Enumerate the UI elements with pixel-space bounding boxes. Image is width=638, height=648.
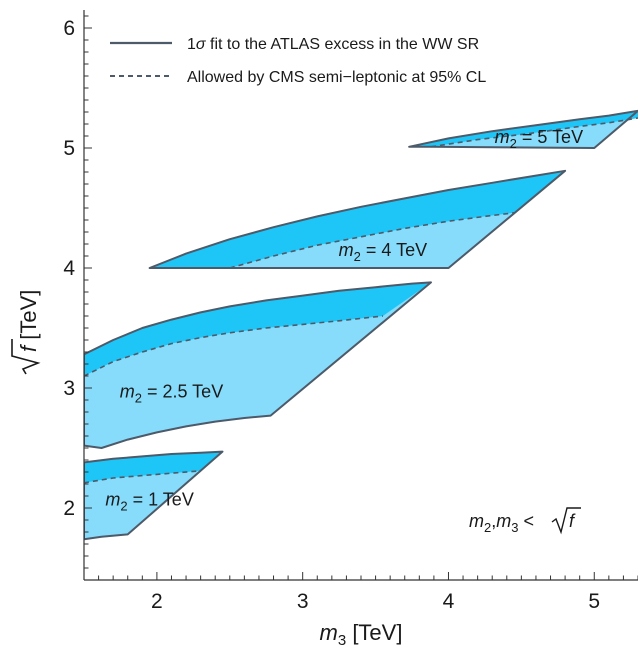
constraint-label-text: m2,m3 < (469, 511, 534, 535)
cms-dashed-boundary-m2-5 (430, 117, 638, 148)
x-axis-title: m3 [TeV] (320, 620, 403, 648)
labels-layer: m3 [TeV] f [TeV] 1σ fit to the ATLAS exces… (11, 36, 583, 648)
region-outline-m2-4 (148, 169, 567, 269)
legend-entry-dashed: Allowed by CMS semi−leptonic at 95% CL (187, 69, 486, 86)
y-axis-title-text: f [TeV] (16, 290, 41, 352)
x-tick-label: 3 (297, 590, 309, 613)
region-label-m2-1: m2 = 1 TeV (105, 490, 193, 514)
region-band-m2-2-5 (84, 282, 431, 376)
region-outline-m2-1 (84, 450, 224, 541)
region-band-m2-1 (84, 451, 223, 483)
x-tick-label: 5 (588, 590, 600, 613)
y-tick-label: 4 (63, 257, 75, 280)
constraint-label: m2,m3 < f (469, 507, 581, 535)
region-outline-m2-5 (408, 109, 638, 149)
region-outline-m2-2-5 (84, 281, 432, 449)
region-label-m2-5: m2 = 5 TeV (495, 127, 583, 151)
region-label-m2-4: m2 = 4 TeV (339, 240, 427, 264)
cms-dashed-boundary-m2-2-5 (84, 315, 383, 377)
x-tick-label: 2 (151, 590, 163, 613)
y-tick-label: 2 (63, 497, 75, 520)
y-tick-label: 6 (63, 17, 75, 40)
y-axis-title: f [TeV] (11, 290, 41, 375)
legend: 1σ fit to the ATLAS excess in the WW SR A… (110, 36, 486, 86)
cms-dashed-boundary-m2-1 (84, 470, 201, 484)
regions-layer (84, 109, 638, 541)
region-band-m2-4 (149, 170, 566, 268)
y-tick-label: 3 (63, 377, 75, 400)
x-tick-label: 4 (443, 590, 455, 613)
axes-layer: 2 3 4 5 2 3 4 5 6 (63, 10, 638, 613)
y-axis-sqrt-sign (11, 339, 41, 375)
constraint-sqrt-sign (551, 507, 581, 535)
legend-entry-solid: 1σ fit to the ATLAS excess in the WW SR (187, 36, 479, 53)
cms-dashed-boundary-m2-4 (229, 212, 515, 269)
constraint-f: f (569, 511, 576, 531)
y-tick-label: 5 (63, 137, 75, 160)
region-label-m2-2-5: m2 = 2.5 TeV (120, 382, 223, 406)
